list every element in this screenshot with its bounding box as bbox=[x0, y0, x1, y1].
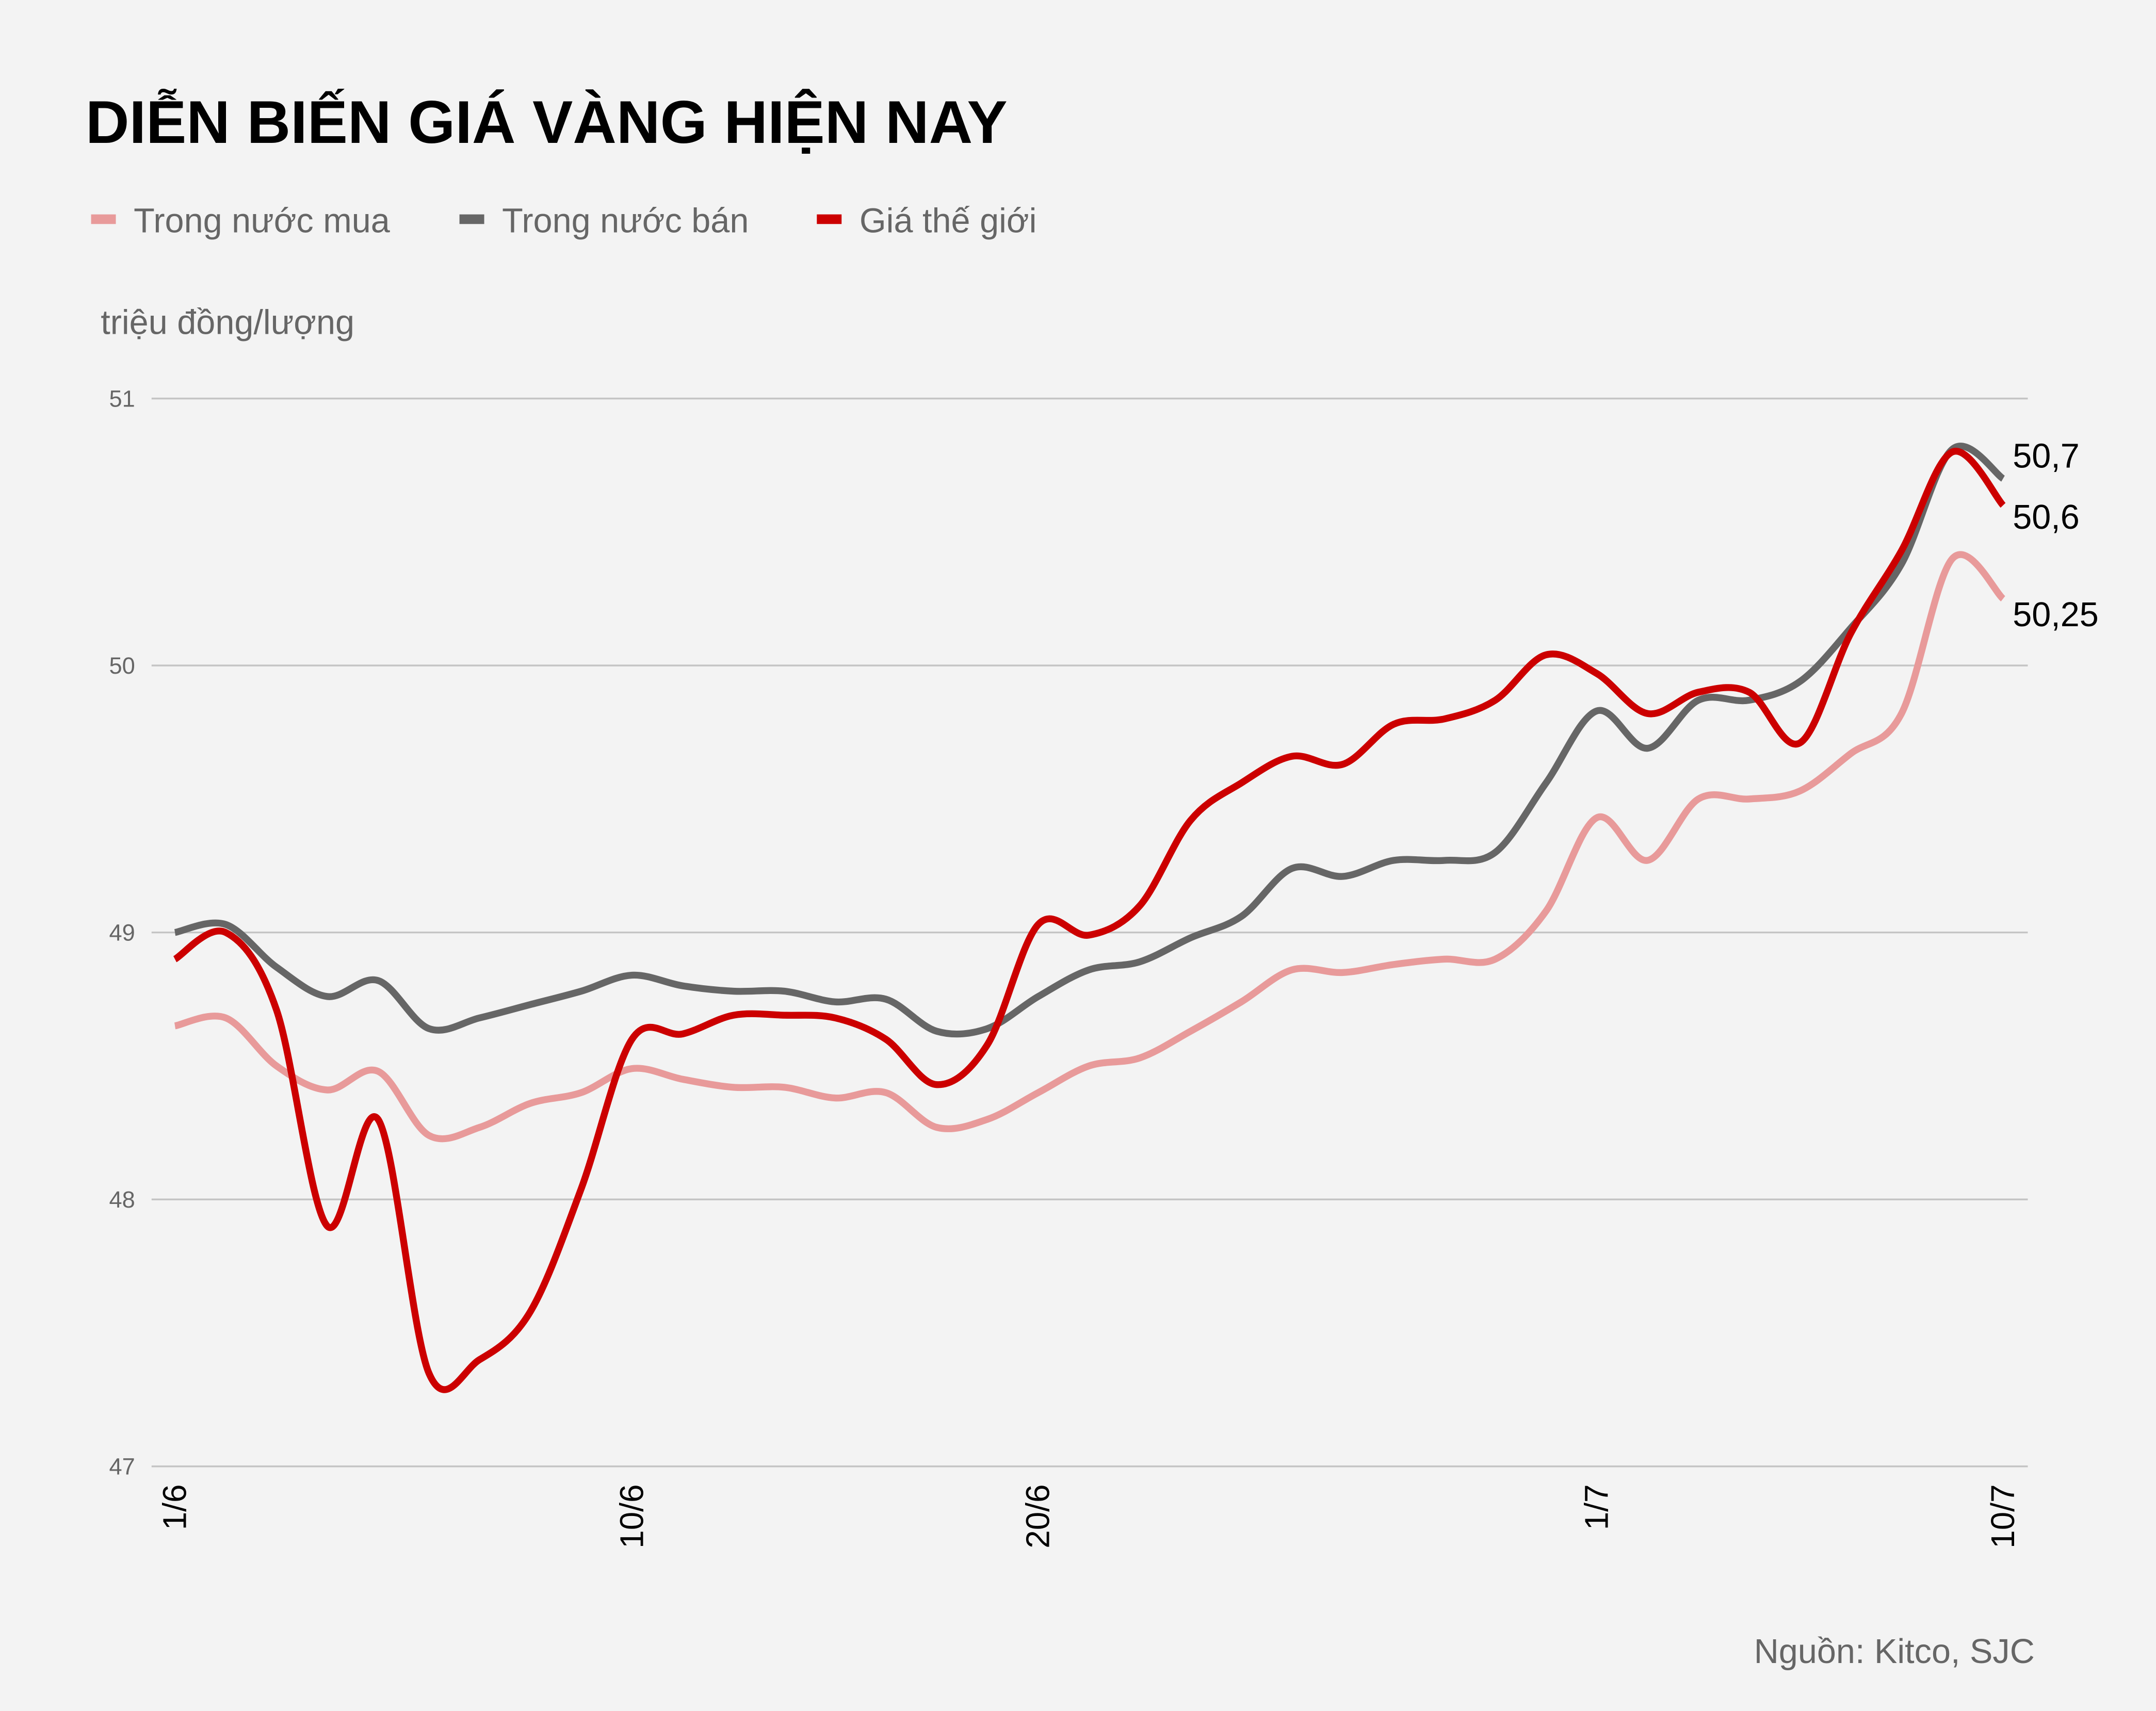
legend-label: Trong nước mua bbox=[134, 202, 391, 240]
x-tick-label: 10/7 bbox=[1984, 1484, 2021, 1548]
legend-swatch bbox=[817, 214, 842, 224]
y-tick-label: 50 bbox=[109, 653, 135, 679]
legend-label: Giá thế giới bbox=[860, 202, 1037, 240]
x-tick-label: 1/6 bbox=[156, 1484, 193, 1530]
y-tick-label: 48 bbox=[109, 1186, 135, 1213]
end-value-label: 50,7 bbox=[2013, 437, 2080, 476]
legend-label: Trong nước bán bbox=[502, 202, 749, 240]
y-tick-label: 47 bbox=[109, 1454, 135, 1480]
end-value-label: 50,6 bbox=[2013, 498, 2080, 536]
chart-title: DIỄN BIẾN GIÁ VÀNG HIỆN NAY bbox=[86, 88, 1008, 156]
x-tick-label: 1/7 bbox=[1578, 1484, 1615, 1530]
legend-swatch bbox=[91, 214, 116, 224]
source-note: Nguồn: Kitco, SJC bbox=[1754, 1633, 2035, 1671]
series-line bbox=[174, 551, 2006, 1143]
legend: Trong nước mua Trong nước bán Giá thế giới bbox=[91, 202, 1037, 240]
end-value-label: 50,25 bbox=[2013, 596, 2099, 634]
y-tick-label: 49 bbox=[109, 920, 135, 946]
y-axis-label: triệu đồng/lượng bbox=[101, 303, 354, 341]
x-tick-label: 20/6 bbox=[1019, 1484, 1057, 1548]
series-line bbox=[174, 443, 2005, 1038]
y-tick-label: 51 bbox=[109, 386, 135, 412]
x-tick-label: 10/6 bbox=[613, 1484, 650, 1548]
series-line bbox=[173, 448, 2006, 1393]
legend-swatch bbox=[459, 214, 484, 224]
